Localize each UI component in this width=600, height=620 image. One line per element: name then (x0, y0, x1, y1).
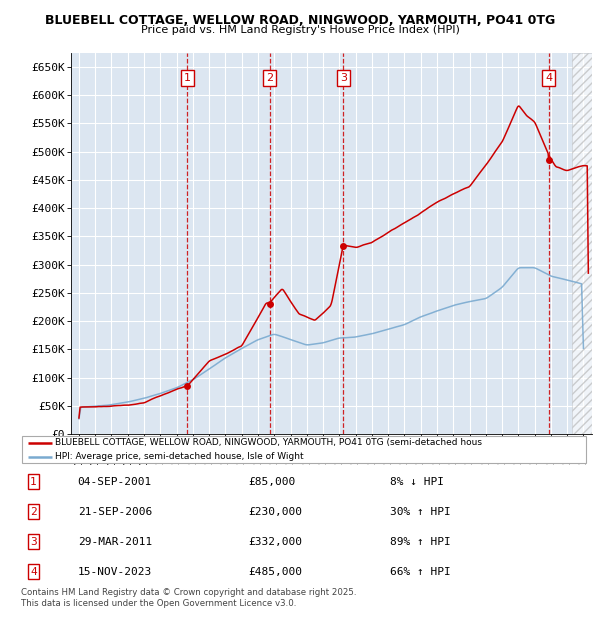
Text: 15-NOV-2023: 15-NOV-2023 (78, 567, 152, 577)
Text: 4: 4 (30, 567, 37, 577)
Text: 3: 3 (30, 537, 37, 547)
Text: 8% ↓ HPI: 8% ↓ HPI (389, 477, 443, 487)
Text: 29-MAR-2011: 29-MAR-2011 (78, 537, 152, 547)
Text: £485,000: £485,000 (248, 567, 302, 577)
Text: 1: 1 (184, 73, 191, 83)
FancyBboxPatch shape (22, 436, 586, 463)
Text: 30% ↑ HPI: 30% ↑ HPI (389, 507, 450, 516)
Text: BLUEBELL COTTAGE, WELLOW ROAD, NINGWOOD, YARMOUTH, PO41 0TG: BLUEBELL COTTAGE, WELLOW ROAD, NINGWOOD,… (45, 14, 555, 27)
Text: 04-SEP-2001: 04-SEP-2001 (78, 477, 152, 487)
Text: £85,000: £85,000 (248, 477, 295, 487)
Text: £230,000: £230,000 (248, 507, 302, 516)
Text: £332,000: £332,000 (248, 537, 302, 547)
Text: 2: 2 (30, 507, 37, 516)
Text: Contains HM Land Registry data © Crown copyright and database right 2025.: Contains HM Land Registry data © Crown c… (21, 588, 356, 597)
Text: Price paid vs. HM Land Registry's House Price Index (HPI): Price paid vs. HM Land Registry's House … (140, 25, 460, 35)
Text: 66% ↑ HPI: 66% ↑ HPI (389, 567, 450, 577)
Text: 4: 4 (545, 73, 553, 83)
Text: 89% ↑ HPI: 89% ↑ HPI (389, 537, 450, 547)
Text: 1: 1 (30, 477, 37, 487)
Text: BLUEBELL COTTAGE, WELLOW ROAD, NINGWOOD, YARMOUTH, PO41 0TG (semi-detached hous: BLUEBELL COTTAGE, WELLOW ROAD, NINGWOOD,… (55, 438, 482, 448)
Text: 2: 2 (266, 73, 273, 83)
Text: 3: 3 (340, 73, 347, 83)
Text: HPI: Average price, semi-detached house, Isle of Wight: HPI: Average price, semi-detached house,… (55, 452, 304, 461)
Text: This data is licensed under the Open Government Licence v3.0.: This data is licensed under the Open Gov… (21, 599, 296, 608)
Text: 21-SEP-2006: 21-SEP-2006 (78, 507, 152, 516)
